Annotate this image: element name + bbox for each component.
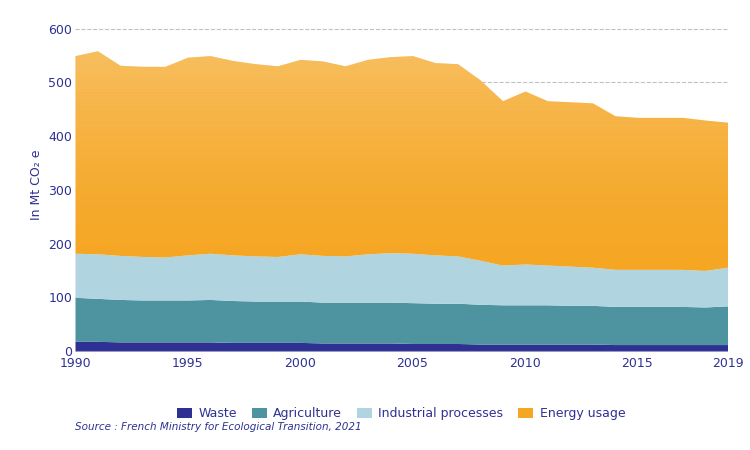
Legend: Waste, Agriculture, Industrial processes, Energy usage: Waste, Agriculture, Industrial processes… xyxy=(177,407,626,420)
Y-axis label: In Mt CO₂ e: In Mt CO₂ e xyxy=(30,149,43,220)
Text: Source : French Ministry for Ecological Transition, 2021: Source : French Ministry for Ecological … xyxy=(75,422,362,432)
